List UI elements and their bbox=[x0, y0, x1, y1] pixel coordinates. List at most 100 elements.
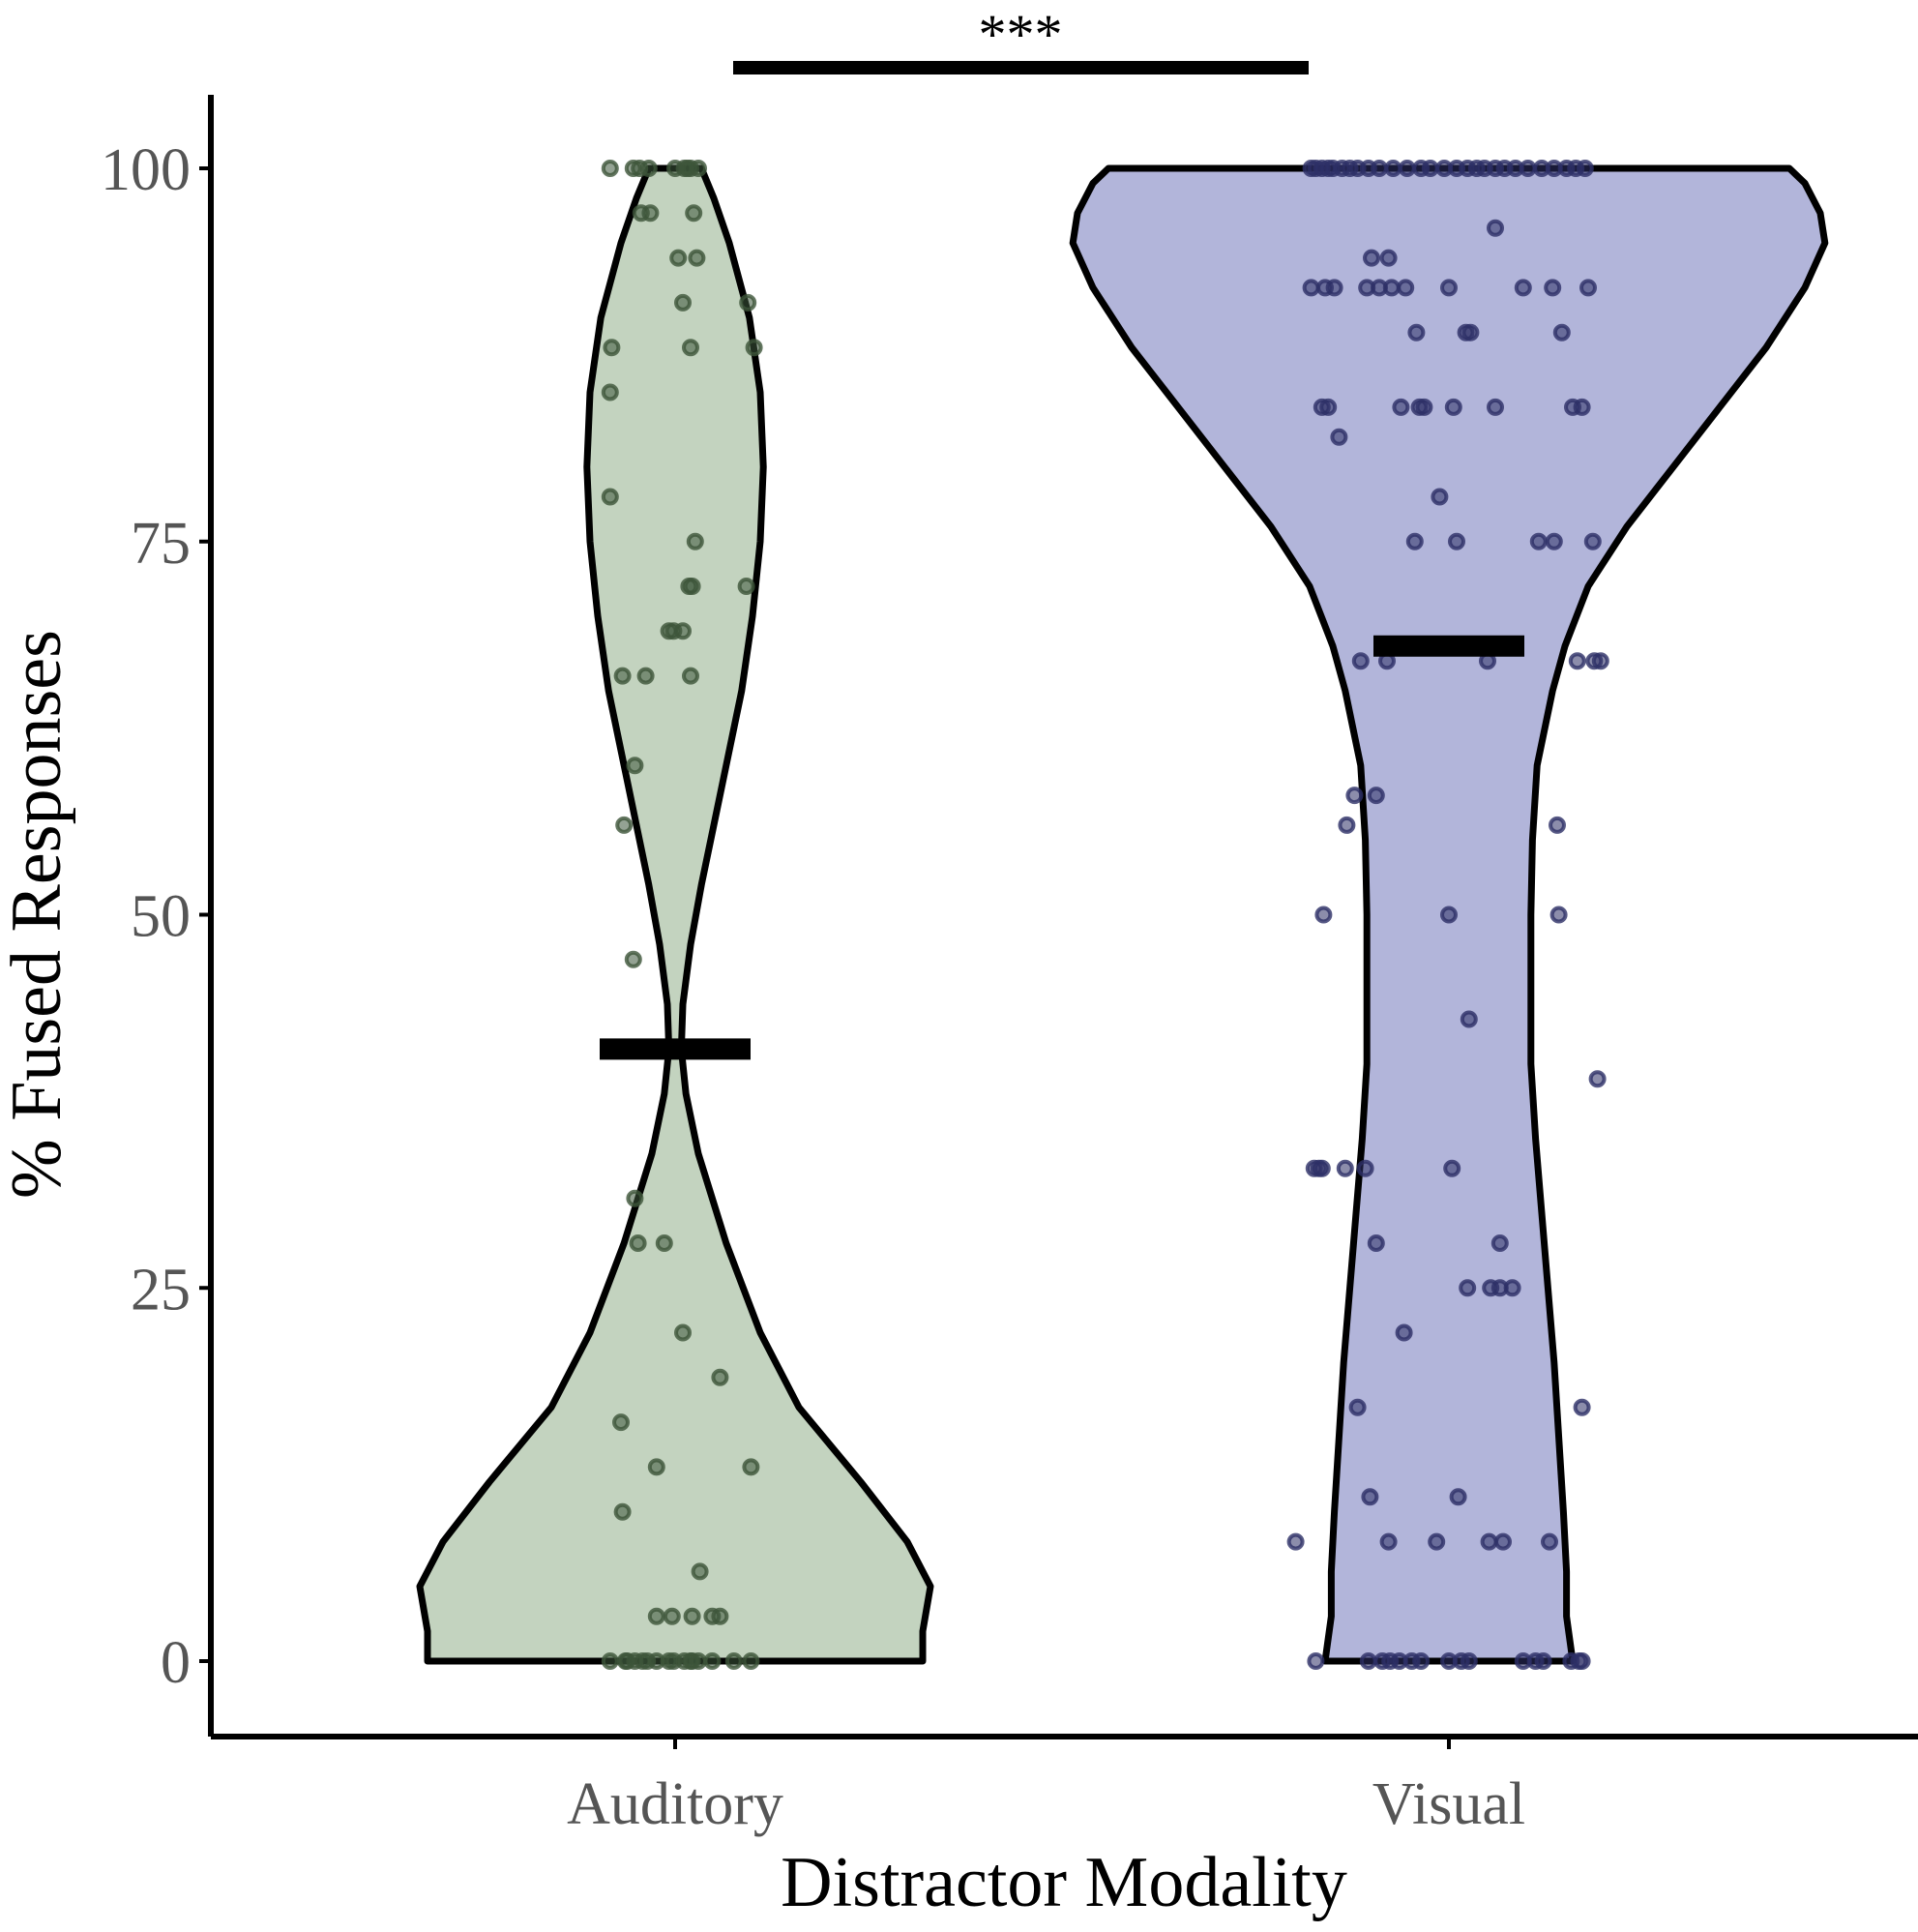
data-point-visual-81 bbox=[1356, 1159, 1374, 1177]
data-point-visual-52 bbox=[1487, 398, 1504, 416]
data-point-visual-31 bbox=[1302, 279, 1320, 297]
data-point-visual-83 bbox=[1367, 1234, 1385, 1252]
data-point-auditory-30 bbox=[682, 667, 699, 685]
data-point-auditory-29 bbox=[636, 667, 655, 685]
data-point-visual-38 bbox=[1440, 279, 1458, 297]
mean-bar-visual bbox=[1373, 635, 1524, 657]
data-point-visual-96 bbox=[1428, 1532, 1446, 1551]
x-tick-label-auditory: Auditory bbox=[567, 1771, 783, 1837]
plot-area bbox=[416, 160, 1829, 1670]
y-axis-title: % Fused Responses bbox=[0, 630, 76, 1199]
y-tick-label-25: 25 bbox=[131, 1257, 191, 1323]
data-point-auditory-8 bbox=[624, 160, 642, 177]
y-tick-label-50: 50 bbox=[131, 884, 191, 950]
data-point-visual-68 bbox=[1345, 787, 1364, 805]
data-point-visual-115 bbox=[1573, 1652, 1591, 1670]
data-point-visual-88 bbox=[1503, 1279, 1521, 1297]
data-point-visual-10 bbox=[1384, 160, 1402, 177]
data-point-auditory-4 bbox=[690, 160, 707, 177]
y-tick-label-0: 0 bbox=[161, 1630, 191, 1696]
data-point-visual-89 bbox=[1395, 1323, 1413, 1342]
data-point-visual-41 bbox=[1579, 279, 1597, 297]
data-point-auditory-38 bbox=[674, 1323, 692, 1342]
mean-bar-auditory bbox=[600, 1038, 751, 1060]
data-point-visual-55 bbox=[1330, 428, 1348, 446]
violin-auditory bbox=[416, 164, 934, 1665]
data-point-visual-73 bbox=[1440, 906, 1458, 924]
data-point-visual-33 bbox=[1325, 279, 1343, 297]
y-ticks: 0 25 50 75 100 bbox=[101, 137, 211, 1696]
data-point-auditory-37 bbox=[655, 1234, 673, 1252]
data-point-visual-37 bbox=[1397, 279, 1415, 297]
data-point-visual-95 bbox=[1379, 1532, 1398, 1551]
y-tick-label-75: 75 bbox=[131, 511, 191, 577]
data-point-auditory-64 bbox=[724, 1652, 743, 1670]
data-point-visual-109 bbox=[1460, 1652, 1478, 1670]
significance-label: *** bbox=[979, 3, 1063, 66]
data-point-visual-11 bbox=[1398, 160, 1416, 177]
data-point-visual-58 bbox=[1448, 532, 1465, 550]
data-point-visual-97 bbox=[1480, 1532, 1498, 1551]
data-point-visual-22 bbox=[1519, 160, 1537, 177]
data-point-visual-85 bbox=[1459, 1279, 1477, 1297]
mean-markers bbox=[600, 635, 1524, 1060]
data-point-auditory-31 bbox=[626, 757, 644, 775]
data-point-visual-112 bbox=[1534, 1652, 1552, 1670]
data-point-visual-72 bbox=[1314, 906, 1333, 924]
violins bbox=[416, 164, 1829, 1665]
data-point-auditory-36 bbox=[629, 1234, 647, 1252]
data-point-visual-69 bbox=[1367, 787, 1385, 805]
data-point-auditory-7 bbox=[601, 160, 619, 177]
data-point-auditory-21 bbox=[686, 532, 704, 550]
data-point-visual-39 bbox=[1514, 279, 1532, 297]
data-point-auditory-46 bbox=[663, 1607, 681, 1625]
data-point-visual-28 bbox=[1487, 219, 1504, 237]
data-point-visual-75 bbox=[1460, 1010, 1478, 1028]
data-point-auditory-14 bbox=[739, 293, 757, 312]
data-point-visual-60 bbox=[1545, 532, 1563, 550]
data-point-auditory-19 bbox=[601, 383, 619, 401]
data-point-visual-57 bbox=[1405, 532, 1424, 550]
data-point-visual-13 bbox=[1421, 160, 1439, 177]
data-point-visual-56 bbox=[1431, 488, 1449, 506]
data-point-auditory-10 bbox=[632, 204, 650, 223]
data-point-auditory-15 bbox=[674, 293, 692, 312]
data-point-auditory-22 bbox=[737, 578, 755, 595]
data-point-visual-80 bbox=[1336, 1159, 1354, 1177]
y-tick-label-100: 100 bbox=[101, 137, 191, 203]
data-point-visual-82 bbox=[1443, 1159, 1461, 1177]
data-point-auditory-12 bbox=[688, 249, 706, 267]
data-point-auditory-50 bbox=[601, 1652, 619, 1670]
data-point-auditory-45 bbox=[647, 1607, 665, 1625]
data-point-auditory-16 bbox=[682, 339, 699, 357]
data-point-auditory-39 bbox=[711, 1368, 729, 1386]
data-point-visual-61 bbox=[1583, 532, 1602, 550]
data-point-auditory-33 bbox=[624, 950, 642, 968]
data-point-auditory-28 bbox=[613, 667, 632, 685]
data-point-auditory-40 bbox=[612, 1413, 630, 1432]
data-point-auditory-27 bbox=[664, 622, 683, 640]
data-point-visual-84 bbox=[1490, 1234, 1509, 1252]
data-point-visual-45 bbox=[1552, 323, 1571, 342]
data-point-visual-47 bbox=[1319, 398, 1338, 416]
data-point-auditory-42 bbox=[742, 1458, 760, 1476]
data-point-visual-98 bbox=[1494, 1532, 1512, 1551]
data-point-auditory-20 bbox=[601, 488, 619, 506]
data-point-auditory-11 bbox=[685, 204, 703, 223]
data-point-auditory-13 bbox=[669, 249, 688, 267]
data-point-visual-36 bbox=[1382, 279, 1401, 297]
data-point-auditory-44 bbox=[691, 1562, 709, 1581]
data-point-auditory-6 bbox=[639, 160, 658, 177]
data-point-visual-91 bbox=[1573, 1398, 1591, 1416]
data-points bbox=[601, 160, 1609, 1670]
data-point-visual-62 bbox=[1351, 652, 1370, 670]
data-point-visual-27 bbox=[1576, 160, 1594, 177]
data-point-visual-70 bbox=[1338, 816, 1356, 834]
data-point-auditory-17 bbox=[603, 339, 621, 357]
data-point-visual-79 bbox=[1313, 1159, 1331, 1177]
data-point-visual-90 bbox=[1348, 1398, 1367, 1416]
data-point-auditory-47 bbox=[683, 1607, 701, 1625]
data-point-visual-101 bbox=[1359, 1652, 1377, 1670]
data-point-visual-40 bbox=[1544, 279, 1562, 297]
